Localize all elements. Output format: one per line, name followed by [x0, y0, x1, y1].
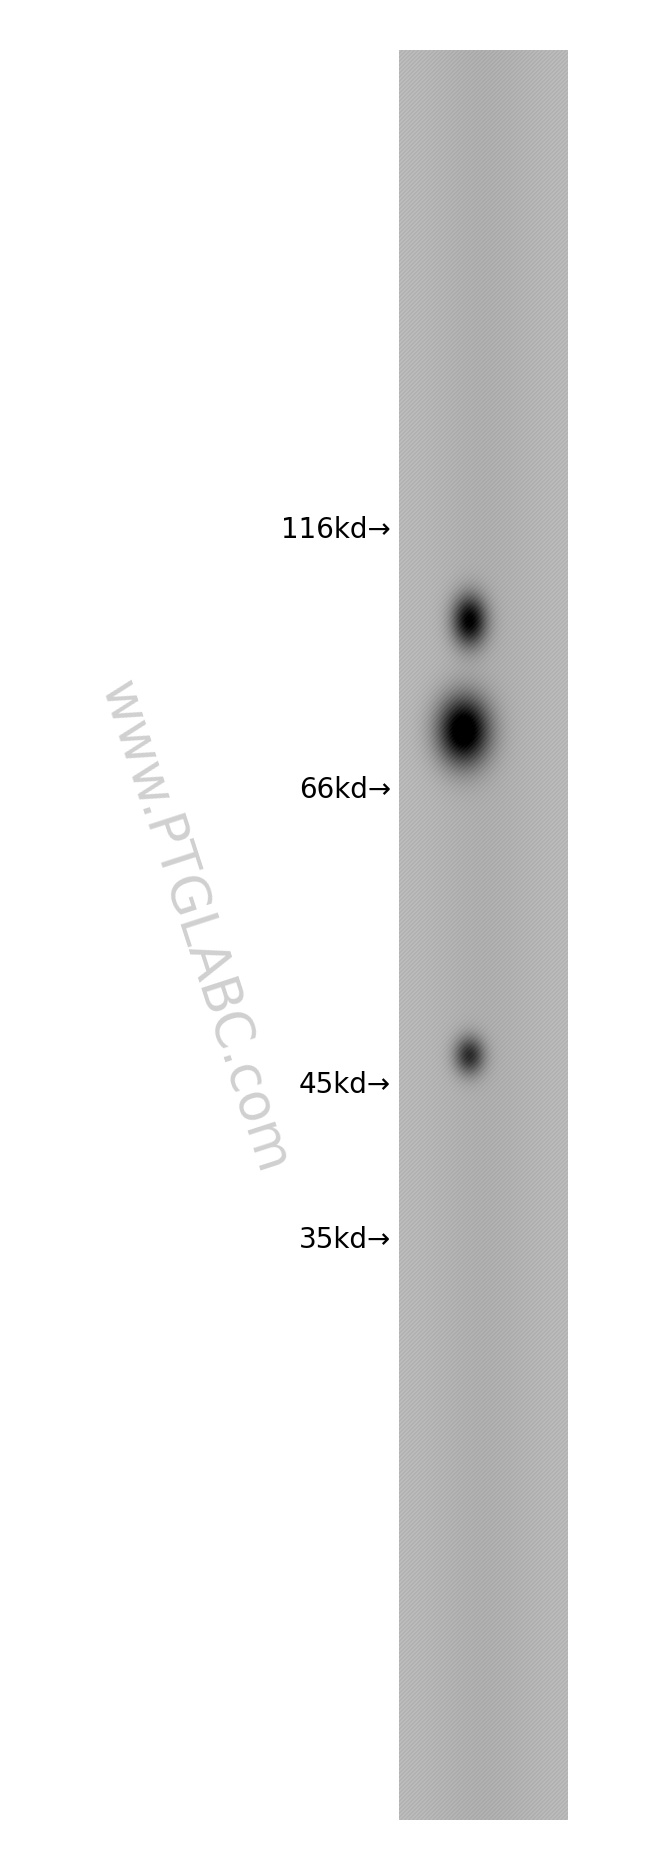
Text: 66kd→: 66kd→	[299, 775, 391, 803]
Text: 116kd→: 116kd→	[281, 516, 391, 544]
Text: 35kd→: 35kd→	[299, 1226, 391, 1254]
Text: 45kd→: 45kd→	[299, 1070, 391, 1098]
Text: www.PTGLABC.com: www.PTGLABC.com	[91, 675, 299, 1180]
